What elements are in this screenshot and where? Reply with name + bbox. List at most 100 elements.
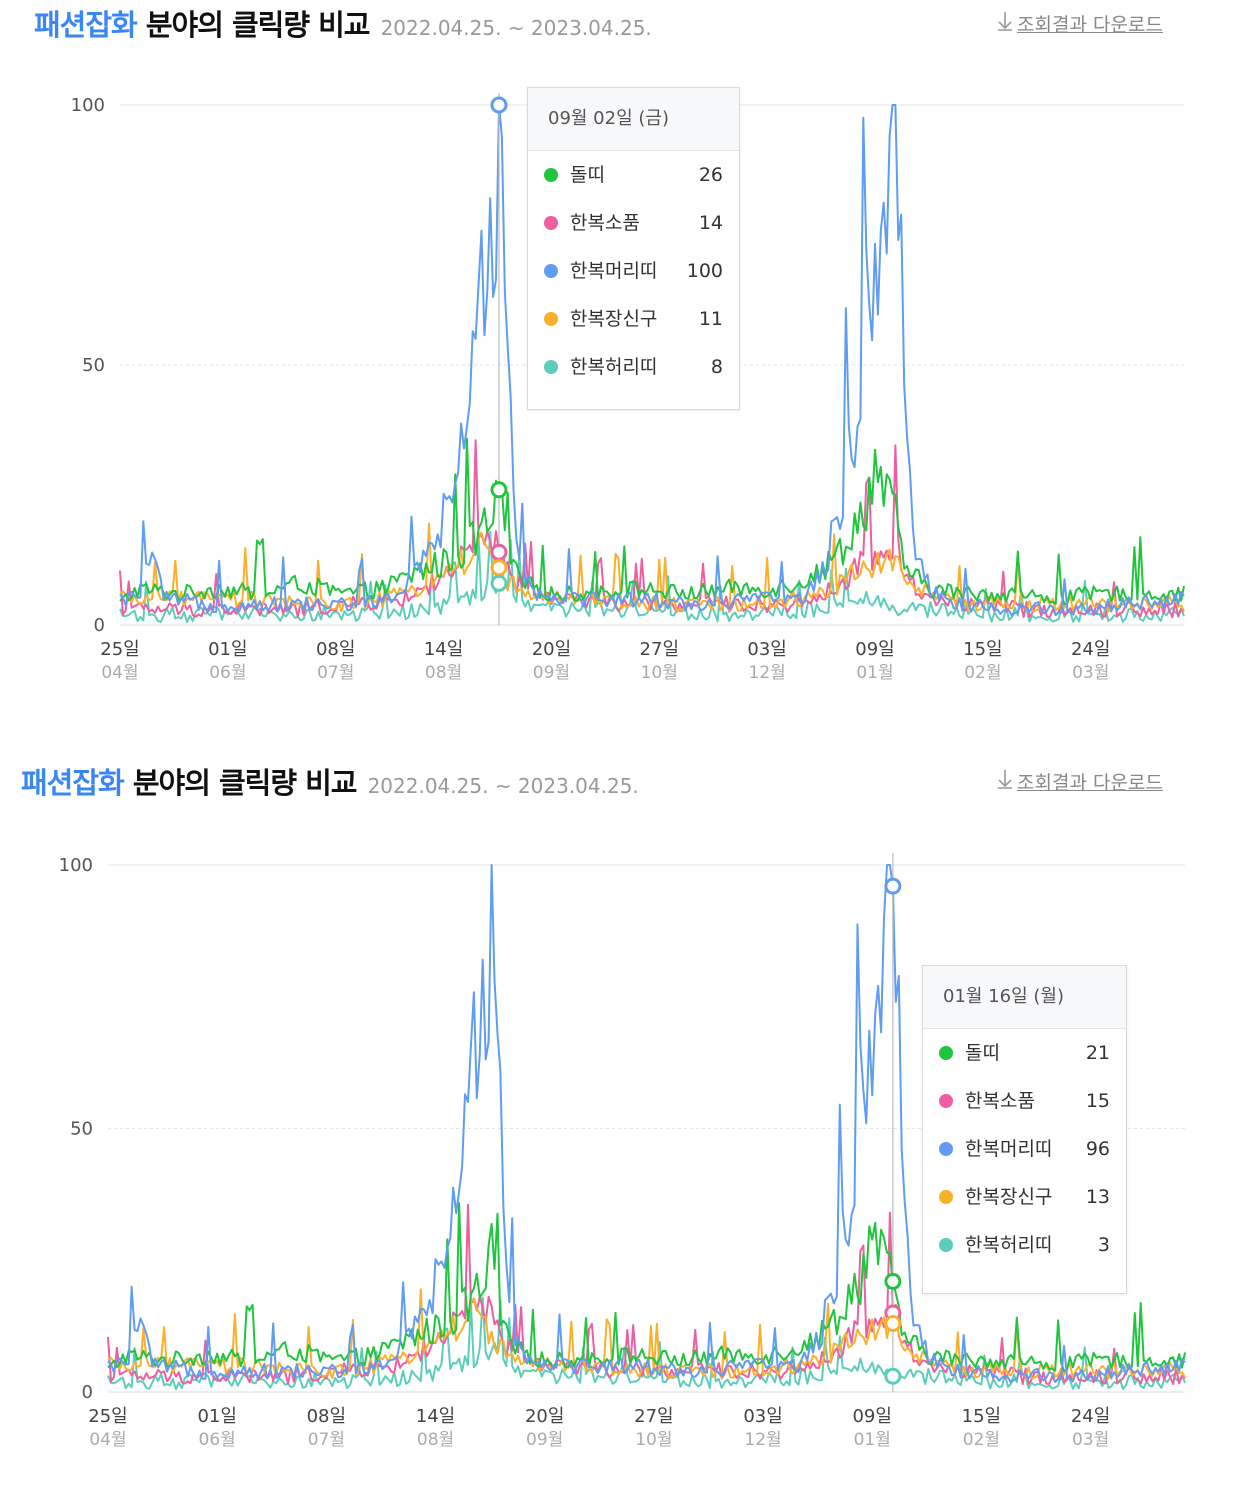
- x-tick-day: 27일: [634, 1406, 673, 1427]
- tooltip-series-name: 한복소품: [570, 212, 640, 234]
- tooltip-row: 한복장신구 13: [923, 1173, 1126, 1221]
- x-tick-day: 25일: [88, 1406, 127, 1427]
- series-line-1: [107, 1202, 1186, 1372]
- hover-marker: [490, 96, 508, 114]
- x-tick-day: 20일: [525, 1406, 564, 1427]
- tooltip: 01월 16일 (월) 돌띠 21 한복소품 15 한복머리띠 96 한복장신구 13 …: [922, 965, 1127, 1294]
- download-arrow-icon: [997, 769, 1013, 794]
- title-text: 분야의 클릭량 비교: [123, 766, 358, 800]
- tooltip-series-value: 100: [686, 260, 723, 282]
- chart-panel-2: 0 50 100 25일 04월 01일 06월 08일 07월 14일 08월 20일 09월 27일 1…: [0, 758, 1251, 1478]
- download-button[interactable]: 조회결과 다운로드: [997, 10, 1163, 37]
- x-tick-month: 04월: [101, 663, 138, 683]
- hover-marker: [490, 543, 508, 561]
- x-tick-day: 09일: [852, 1406, 891, 1427]
- hover-marker: [884, 877, 902, 895]
- x-tick-month: 02월: [964, 663, 1001, 683]
- x-tick-day: 14일: [416, 1406, 455, 1427]
- x-tick-day: 03일: [743, 1406, 782, 1427]
- x-tick-month: 03월: [1072, 1430, 1109, 1450]
- y-tick-label: 100: [71, 95, 105, 116]
- tooltip-series-name: 한복장신구: [570, 308, 658, 330]
- tooltip-row: 한복허리띠 3: [923, 1221, 1126, 1269]
- x-tick-month: 09월: [533, 663, 570, 683]
- legend-dot-icon: [544, 216, 558, 230]
- x-tick-day: 20일: [532, 639, 571, 660]
- date-range: 2022.04.25. ~ 2023.04.25.: [380, 16, 652, 40]
- x-tick-month: 03월: [1072, 663, 1109, 683]
- x-tick-day: 24일: [1071, 639, 1110, 660]
- tooltip-row: 한복머리띠 96: [923, 1125, 1126, 1173]
- x-tick-day: 08일: [316, 639, 355, 660]
- x-tick-month: 07월: [317, 663, 354, 683]
- tooltip-series-name: 돌띠: [965, 1042, 1000, 1064]
- tooltip-series-name: 한복머리띠: [965, 1138, 1053, 1160]
- series-line-1: [119, 437, 1185, 606]
- tooltip-series-value: 14: [698, 212, 723, 234]
- tooltip-series-value: 13: [1085, 1186, 1110, 1208]
- hover-marker: [490, 574, 508, 592]
- tooltip-row: 한복머리띠 100: [528, 247, 739, 295]
- tooltip-series-name: 한복허리띠: [570, 356, 658, 378]
- line-chart-2[interactable]: 0 50 100 25일 04월 01일 06월 08일 07월 14일 08월 20일 09월 27일 1…: [0, 758, 1251, 1478]
- y-tick-label: 0: [94, 615, 105, 636]
- legend-dot-icon: [544, 360, 558, 374]
- download-button[interactable]: 조회결과 다운로드: [997, 768, 1163, 795]
- tooltip-series-name: 한복소품: [965, 1090, 1035, 1112]
- tooltip-series-value: 26: [698, 164, 723, 186]
- x-tick-month: 06월: [209, 663, 246, 683]
- x-tick-day: 14일: [424, 639, 463, 660]
- x-tick-day: 03일: [747, 639, 786, 660]
- title-text: 분야의 클릭량 비교: [136, 8, 371, 42]
- tooltip-row: 한복장신구 11: [528, 295, 739, 343]
- x-tick-day: 25일: [100, 639, 139, 660]
- x-tick-month: 10월: [641, 663, 678, 683]
- line-chart-1[interactable]: 0 50 100 25일 04월 01일 06월 08일 07월 14일 08월 20일 09월 27일 1…: [0, 0, 1251, 720]
- tooltip-row: 한복소품 14: [528, 199, 739, 247]
- tooltip-date: 09월 02일 (금): [528, 88, 739, 151]
- x-tick-day: 08일: [307, 1406, 346, 1427]
- tooltip-series-value: 96: [1085, 1138, 1110, 1160]
- hover-marker: [884, 1272, 902, 1290]
- x-tick-month: 12월: [744, 1430, 781, 1450]
- tooltip-row: 한복허리띠 8: [528, 343, 739, 391]
- panel-header: 패션잡화 분야의 클릭량 비교 2022.04.25. ~ 2023.04.25…: [21, 760, 639, 800]
- title-category: 패션잡화: [21, 766, 125, 800]
- x-tick-day: 09일: [855, 639, 894, 660]
- x-tick-month: 09월: [526, 1430, 563, 1450]
- legend-dot-icon: [939, 1238, 953, 1252]
- legend-dot-icon: [939, 1046, 953, 1060]
- x-tick-month: 02월: [963, 1430, 1000, 1450]
- download-label: 조회결과 다운로드: [1017, 14, 1163, 36]
- legend-dot-icon: [939, 1142, 953, 1156]
- tooltip-row: 돌띠 21: [923, 1029, 1126, 1077]
- x-tick-day: 01일: [197, 1406, 236, 1427]
- hover-marker: [490, 559, 508, 577]
- x-tick-day: 24일: [1071, 1406, 1110, 1427]
- hover-marker: [884, 1314, 902, 1332]
- x-tick-day: 15일: [963, 639, 1002, 660]
- legend-dot-icon: [544, 264, 558, 278]
- y-tick-label: 50: [70, 1119, 93, 1140]
- tooltip-row: 한복소품 15: [923, 1077, 1126, 1125]
- x-tick-month: 10월: [635, 1430, 672, 1450]
- series-line-4: [119, 522, 1185, 613]
- download-label: 조회결과 다운로드: [1017, 772, 1163, 794]
- y-tick-label: 50: [82, 355, 105, 376]
- x-tick-month: 08월: [425, 663, 462, 683]
- legend-dot-icon: [544, 312, 558, 326]
- tooltip-series-name: 한복머리띠: [570, 260, 658, 282]
- x-tick-month: 04월: [89, 1430, 126, 1450]
- chart-panel-1: 0 50 100 25일 04월 01일 06월 08일 07월 14일 08월 20일 09월 27일 1…: [0, 0, 1251, 720]
- x-tick-day: 27일: [640, 639, 679, 660]
- tooltip-series-name: 한복장신구: [965, 1186, 1053, 1208]
- series-line-2: [119, 439, 1185, 619]
- x-tick-day: 01일: [208, 639, 247, 660]
- x-tick-month: 06월: [199, 1430, 236, 1450]
- x-tick-day: 15일: [962, 1406, 1001, 1427]
- tooltip-series-name: 돌띠: [570, 164, 605, 186]
- y-tick-label: 100: [59, 855, 93, 876]
- download-arrow-icon: [997, 11, 1013, 36]
- title-category: 패션잡화: [34, 8, 138, 42]
- x-tick-month: 07월: [308, 1430, 345, 1450]
